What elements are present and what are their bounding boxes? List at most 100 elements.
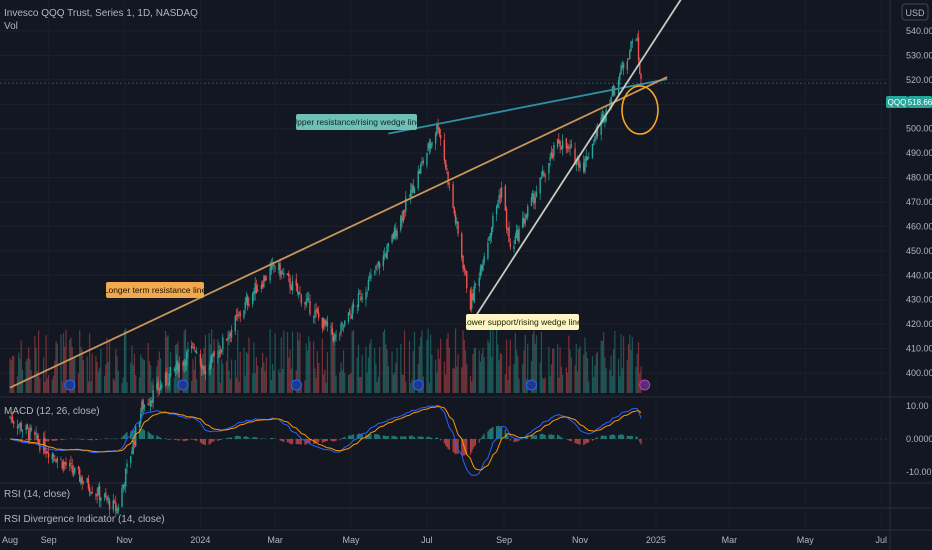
macd-histogram-bar bbox=[603, 435, 605, 439]
volume-bar bbox=[280, 337, 282, 393]
candle bbox=[378, 263, 381, 268]
candle bbox=[386, 245, 388, 260]
volume-bar bbox=[454, 328, 457, 393]
macd-histogram-bar bbox=[269, 438, 271, 439]
volume-bar bbox=[55, 341, 57, 393]
volume-bar bbox=[431, 354, 433, 393]
macd-histogram-bar bbox=[244, 436, 246, 439]
volume-bar bbox=[400, 343, 402, 393]
volume-bar bbox=[164, 330, 167, 393]
macd-histogram-bar bbox=[148, 432, 150, 439]
macd-histogram-bar bbox=[123, 434, 126, 439]
candle bbox=[495, 205, 498, 215]
candle bbox=[412, 185, 414, 193]
volume-bar bbox=[332, 334, 335, 393]
macd-histogram-bar bbox=[321, 439, 323, 443]
volume-bar bbox=[186, 352, 188, 393]
volume-bar bbox=[402, 374, 404, 393]
x-tick-label: Nov bbox=[116, 535, 133, 545]
candle bbox=[291, 281, 294, 291]
candle bbox=[60, 459, 62, 461]
volume-bar bbox=[603, 332, 605, 393]
volume-bar bbox=[492, 330, 494, 393]
volume-bar bbox=[627, 344, 630, 393]
macd-histogram-bar bbox=[36, 439, 38, 441]
macd-histogram-bar bbox=[412, 436, 414, 439]
volume-bar bbox=[9, 358, 11, 393]
macd-histogram-bar bbox=[296, 439, 299, 445]
candle bbox=[453, 207, 456, 214]
volume-bar bbox=[167, 335, 169, 393]
macd-histogram-bar bbox=[367, 434, 370, 439]
candle bbox=[227, 338, 229, 340]
candle bbox=[26, 424, 29, 429]
candle bbox=[54, 459, 56, 461]
candle bbox=[279, 263, 281, 277]
macd-histogram-bar bbox=[366, 434, 368, 439]
macd-histogram-bar bbox=[184, 439, 187, 442]
candle bbox=[431, 142, 433, 146]
macd-histogram-bar bbox=[352, 434, 355, 439]
volume-bar bbox=[44, 381, 46, 393]
volume-bar bbox=[586, 358, 589, 393]
volume-bar bbox=[255, 357, 258, 393]
candle bbox=[376, 264, 378, 266]
macd-histogram-bar bbox=[377, 434, 379, 439]
volume-bar bbox=[218, 342, 220, 393]
volume-bar bbox=[457, 354, 459, 393]
macd-histogram-bar bbox=[234, 436, 236, 439]
macd-histogram-bar bbox=[527, 436, 529, 439]
volume-bar bbox=[38, 330, 40, 393]
candle bbox=[344, 320, 346, 326]
macd-histogram-bar bbox=[448, 439, 450, 450]
candle bbox=[183, 360, 185, 367]
candle bbox=[115, 502, 117, 511]
candle bbox=[500, 187, 503, 198]
volume-bar bbox=[309, 341, 311, 393]
x-tick-label: 2025 bbox=[646, 535, 666, 545]
candle bbox=[278, 263, 280, 271]
volume-bar bbox=[420, 337, 422, 393]
volume-bar bbox=[395, 362, 397, 393]
candle bbox=[25, 425, 27, 431]
candle bbox=[478, 277, 480, 287]
macd-histogram-bar bbox=[452, 439, 454, 452]
candle bbox=[142, 400, 144, 410]
macd-tick-label: -10.00 bbox=[906, 467, 932, 477]
candle bbox=[617, 80, 620, 95]
candle bbox=[178, 363, 180, 372]
candle bbox=[454, 214, 457, 224]
dividend-circle bbox=[525, 379, 537, 391]
candle bbox=[457, 221, 459, 234]
candle bbox=[280, 270, 283, 275]
volume-bar bbox=[474, 347, 477, 393]
candle bbox=[147, 403, 149, 405]
macd-histogram-bar bbox=[147, 431, 149, 439]
candle bbox=[56, 458, 58, 462]
macd-histogram-bar bbox=[471, 439, 473, 453]
candle bbox=[167, 383, 169, 385]
candle bbox=[52, 455, 55, 457]
candle bbox=[340, 323, 342, 333]
candle bbox=[65, 462, 67, 466]
currency-button[interactable] bbox=[901, 3, 929, 21]
candle bbox=[113, 501, 116, 503]
candle bbox=[225, 339, 228, 341]
volume-bar bbox=[253, 342, 255, 393]
volume-bar bbox=[113, 380, 116, 393]
volume-bar bbox=[274, 333, 276, 393]
candle bbox=[228, 334, 230, 339]
macd-histogram-bar bbox=[548, 434, 550, 439]
macd-histogram-bar bbox=[636, 436, 638, 439]
volume-bar bbox=[138, 377, 141, 393]
macd-histogram-bar bbox=[324, 439, 326, 442]
volume-bar bbox=[376, 382, 378, 393]
volume-bar bbox=[222, 363, 224, 393]
macd-histogram-bar bbox=[440, 439, 442, 441]
candle bbox=[169, 367, 172, 377]
macd-histogram-bar bbox=[173, 439, 175, 440]
candle bbox=[464, 271, 467, 273]
volume-bar bbox=[539, 362, 541, 393]
macd-histogram-bar bbox=[619, 434, 621, 439]
